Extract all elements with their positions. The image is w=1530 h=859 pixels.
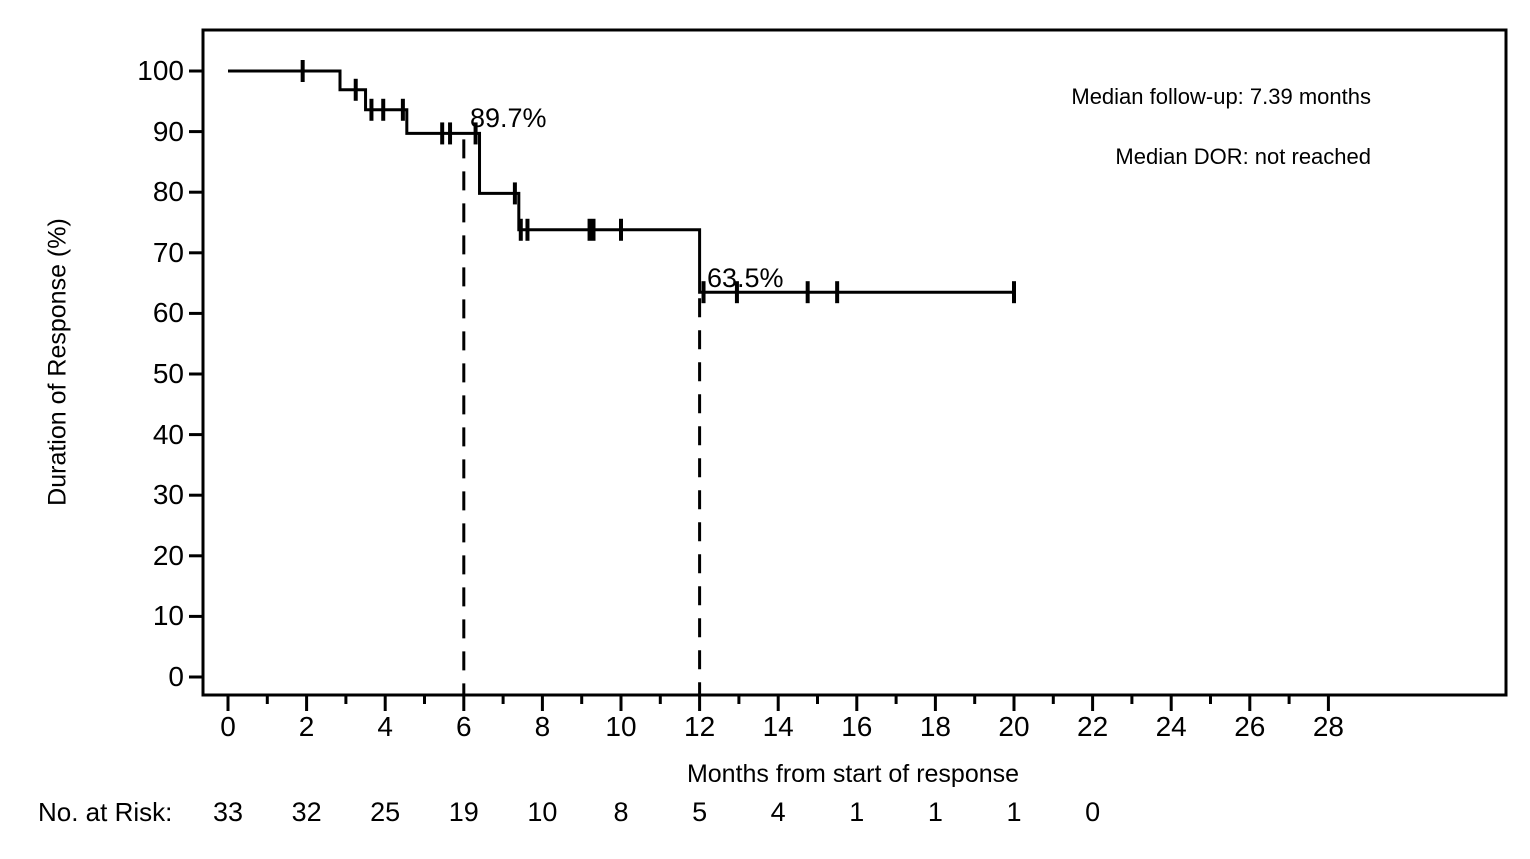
- y-tick-label: 90: [152, 115, 184, 147]
- y-tick-label: 80: [152, 176, 184, 208]
- x-tick-label: 18: [919, 711, 951, 742]
- x-tick-label: 26: [1234, 711, 1266, 742]
- median-annotations: Median follow-up: 7.39 months Median DOR…: [1071, 84, 1371, 170]
- x-tick-label: 10: [605, 711, 637, 742]
- risk-value: 0: [1085, 797, 1101, 827]
- x-tick-label: 22: [1077, 711, 1109, 742]
- y-tick-label: 30: [152, 479, 184, 511]
- km-curve: [228, 69, 1016, 294]
- median-followup-text: Median follow-up: 7.39 months: [1071, 84, 1371, 109]
- y-tick-label: 70: [152, 236, 184, 268]
- median-dor-text: Median DOR: not reached: [1115, 144, 1371, 169]
- x-tick-label: 8: [534, 711, 551, 742]
- x-tick-label: 0: [220, 711, 236, 742]
- landmark-label-12-months: 63.5%: [707, 263, 784, 293]
- y-tick-label: 10: [152, 600, 184, 632]
- risk-value: 10: [527, 797, 558, 827]
- x-tick-label: 4: [377, 711, 393, 742]
- x-tick-label: 20: [998, 711, 1030, 742]
- y-axis-title: Duration of Response (%): [43, 218, 72, 506]
- x-tick-label: 16: [841, 711, 873, 742]
- y-tick-label: 0: [168, 661, 184, 692]
- risk-value: 1: [927, 797, 943, 827]
- y-tick-label: 20: [152, 539, 184, 571]
- y-tick-label: 40: [152, 418, 184, 450]
- risk-row-label: No. at Risk:: [38, 797, 173, 827]
- landmark-label-6-months: 89.7%: [470, 103, 547, 133]
- risk-value: 19: [448, 797, 479, 827]
- x-tick-label: 12: [684, 711, 716, 742]
- risk-value: 25: [370, 797, 401, 827]
- risk-value: 1: [1006, 797, 1022, 827]
- risk-value: 1: [849, 797, 865, 827]
- y-tick-label: 100: [137, 55, 184, 86]
- x-tick-label: 14: [762, 711, 794, 742]
- risk-value: 33: [212, 797, 244, 827]
- risk-value: 8: [613, 797, 629, 827]
- x-tick-label: 28: [1312, 711, 1344, 742]
- y-tick-label: 60: [152, 297, 184, 329]
- plot-frame: [201, 28, 1508, 697]
- risk-value: 32: [291, 797, 322, 827]
- x-tick-label: 24: [1155, 711, 1187, 742]
- risk-value: 5: [692, 797, 708, 827]
- x-tick-label: 2: [298, 711, 315, 742]
- y-tick-label: 50: [152, 358, 184, 389]
- risk-value: 4: [770, 797, 786, 827]
- x-tick-label: 6: [456, 711, 472, 742]
- x-axis-title: Months from start of response: [686, 760, 1020, 788]
